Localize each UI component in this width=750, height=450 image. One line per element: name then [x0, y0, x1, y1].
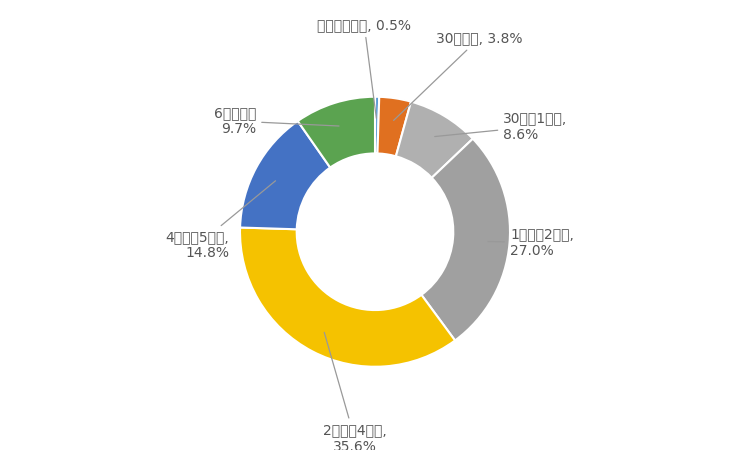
Text: 2時間～4時間,
35.6%: 2時間～4時間, 35.6% — [322, 333, 387, 450]
Wedge shape — [240, 228, 455, 367]
Text: 持っていない, 0.5%: 持っていない, 0.5% — [317, 18, 411, 118]
Text: 30分～1時間,
8.6%: 30分～1時間, 8.6% — [435, 111, 568, 142]
Wedge shape — [298, 97, 375, 167]
Wedge shape — [375, 97, 380, 153]
Wedge shape — [377, 97, 411, 156]
Wedge shape — [422, 139, 510, 341]
Text: 30分未満, 3.8%: 30分未満, 3.8% — [394, 32, 522, 121]
Wedge shape — [240, 121, 330, 230]
Text: 1時間～2時間,
27.0%: 1時間～2時間, 27.0% — [488, 227, 574, 258]
Text: 4時間～5時間,
14.8%: 4時間～5時間, 14.8% — [166, 181, 275, 261]
Text: 6時間以上
9.7%: 6時間以上 9.7% — [214, 106, 339, 136]
Wedge shape — [396, 102, 472, 178]
